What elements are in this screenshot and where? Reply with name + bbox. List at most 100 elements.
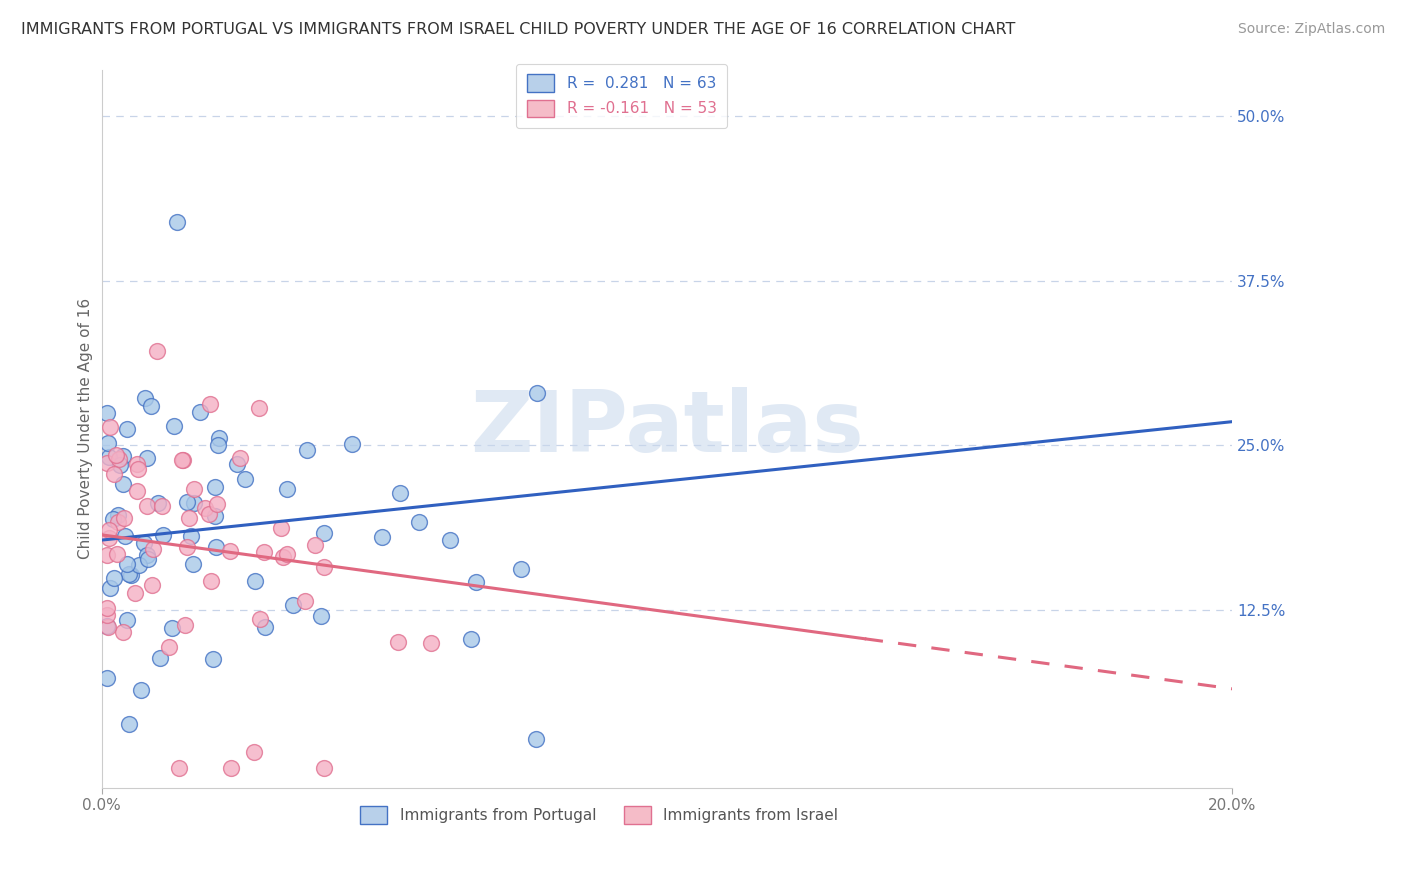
- Point: [127, 457, 149, 471]
- Point: [253, 544, 276, 558]
- Point: [205, 497, 228, 511]
- Point: [174, 618, 197, 632]
- Point: [96, 406, 118, 420]
- Point: [157, 640, 180, 654]
- Point: [465, 574, 488, 589]
- Point: [276, 482, 298, 496]
- Point: [276, 547, 298, 561]
- Point: [254, 620, 277, 634]
- Point: [142, 541, 165, 556]
- Point: [295, 443, 318, 458]
- Point: [247, 401, 270, 415]
- Point: [127, 462, 149, 476]
- Point: [128, 558, 150, 572]
- Point: [105, 448, 128, 462]
- Point: [233, 472, 256, 486]
- Point: [243, 745, 266, 759]
- Point: [183, 482, 205, 496]
- Point: [309, 608, 332, 623]
- Point: [229, 450, 252, 465]
- Point: [420, 635, 443, 649]
- Point: [200, 574, 222, 588]
- Point: [188, 405, 211, 419]
- Point: [314, 761, 336, 775]
- Point: [312, 526, 335, 541]
- Point: [370, 530, 392, 544]
- Point: [198, 507, 221, 521]
- Point: [208, 431, 231, 445]
- Point: [152, 528, 174, 542]
- Point: [98, 420, 121, 434]
- Point: [314, 560, 336, 574]
- Point: [166, 214, 188, 228]
- Point: [281, 598, 304, 612]
- Point: [389, 485, 412, 500]
- Point: [103, 467, 125, 482]
- Point: [96, 436, 118, 450]
- Point: [408, 515, 430, 529]
- Point: [243, 574, 266, 589]
- Point: [141, 577, 163, 591]
- Point: [98, 582, 121, 596]
- Point: [177, 510, 200, 524]
- Point: [112, 624, 135, 639]
- Y-axis label: Child Poverty Under the Age of 16: Child Poverty Under the Age of 16: [79, 298, 93, 559]
- Point: [97, 620, 120, 634]
- Point: [524, 732, 547, 747]
- Point: [181, 558, 204, 572]
- Point: [101, 512, 124, 526]
- Point: [205, 540, 228, 554]
- Point: [129, 683, 152, 698]
- Point: [207, 438, 229, 452]
- Point: [96, 607, 118, 622]
- Point: [294, 594, 316, 608]
- Point: [219, 544, 242, 558]
- Point: [387, 635, 409, 649]
- Point: [120, 567, 142, 582]
- Point: [96, 601, 118, 615]
- Point: [135, 451, 157, 466]
- Point: [270, 521, 292, 535]
- Point: [204, 508, 226, 523]
- Point: [134, 535, 156, 549]
- Point: [98, 450, 121, 464]
- Point: [148, 496, 170, 510]
- Point: [110, 458, 132, 472]
- Point: [183, 496, 205, 510]
- Point: [176, 495, 198, 509]
- Point: [96, 456, 118, 470]
- Point: [107, 516, 129, 530]
- Point: [125, 483, 148, 498]
- Point: [135, 548, 157, 562]
- Point: [219, 761, 242, 775]
- Point: [118, 716, 141, 731]
- Point: [136, 552, 159, 566]
- Point: [200, 397, 222, 411]
- Point: [111, 477, 134, 491]
- Point: [172, 452, 194, 467]
- Point: [103, 571, 125, 585]
- Point: [460, 632, 482, 646]
- Point: [115, 613, 138, 627]
- Point: [115, 558, 138, 572]
- Point: [97, 531, 120, 545]
- Point: [304, 538, 326, 552]
- Point: [115, 422, 138, 436]
- Point: [134, 391, 156, 405]
- Point: [176, 541, 198, 555]
- Point: [194, 501, 217, 516]
- Point: [439, 533, 461, 547]
- Point: [112, 511, 135, 525]
- Point: [167, 761, 190, 775]
- Point: [107, 508, 129, 522]
- Point: [340, 437, 363, 451]
- Point: [139, 399, 162, 413]
- Text: ZIPatlas: ZIPatlas: [470, 387, 863, 470]
- Point: [509, 562, 531, 576]
- Point: [118, 566, 141, 581]
- Point: [526, 386, 548, 401]
- Point: [204, 479, 226, 493]
- Text: IMMIGRANTS FROM PORTUGAL VS IMMIGRANTS FROM ISRAEL CHILD POVERTY UNDER THE AGE O: IMMIGRANTS FROM PORTUGAL VS IMMIGRANTS F…: [21, 22, 1015, 37]
- Text: Source: ZipAtlas.com: Source: ZipAtlas.com: [1237, 22, 1385, 37]
- Point: [271, 550, 294, 565]
